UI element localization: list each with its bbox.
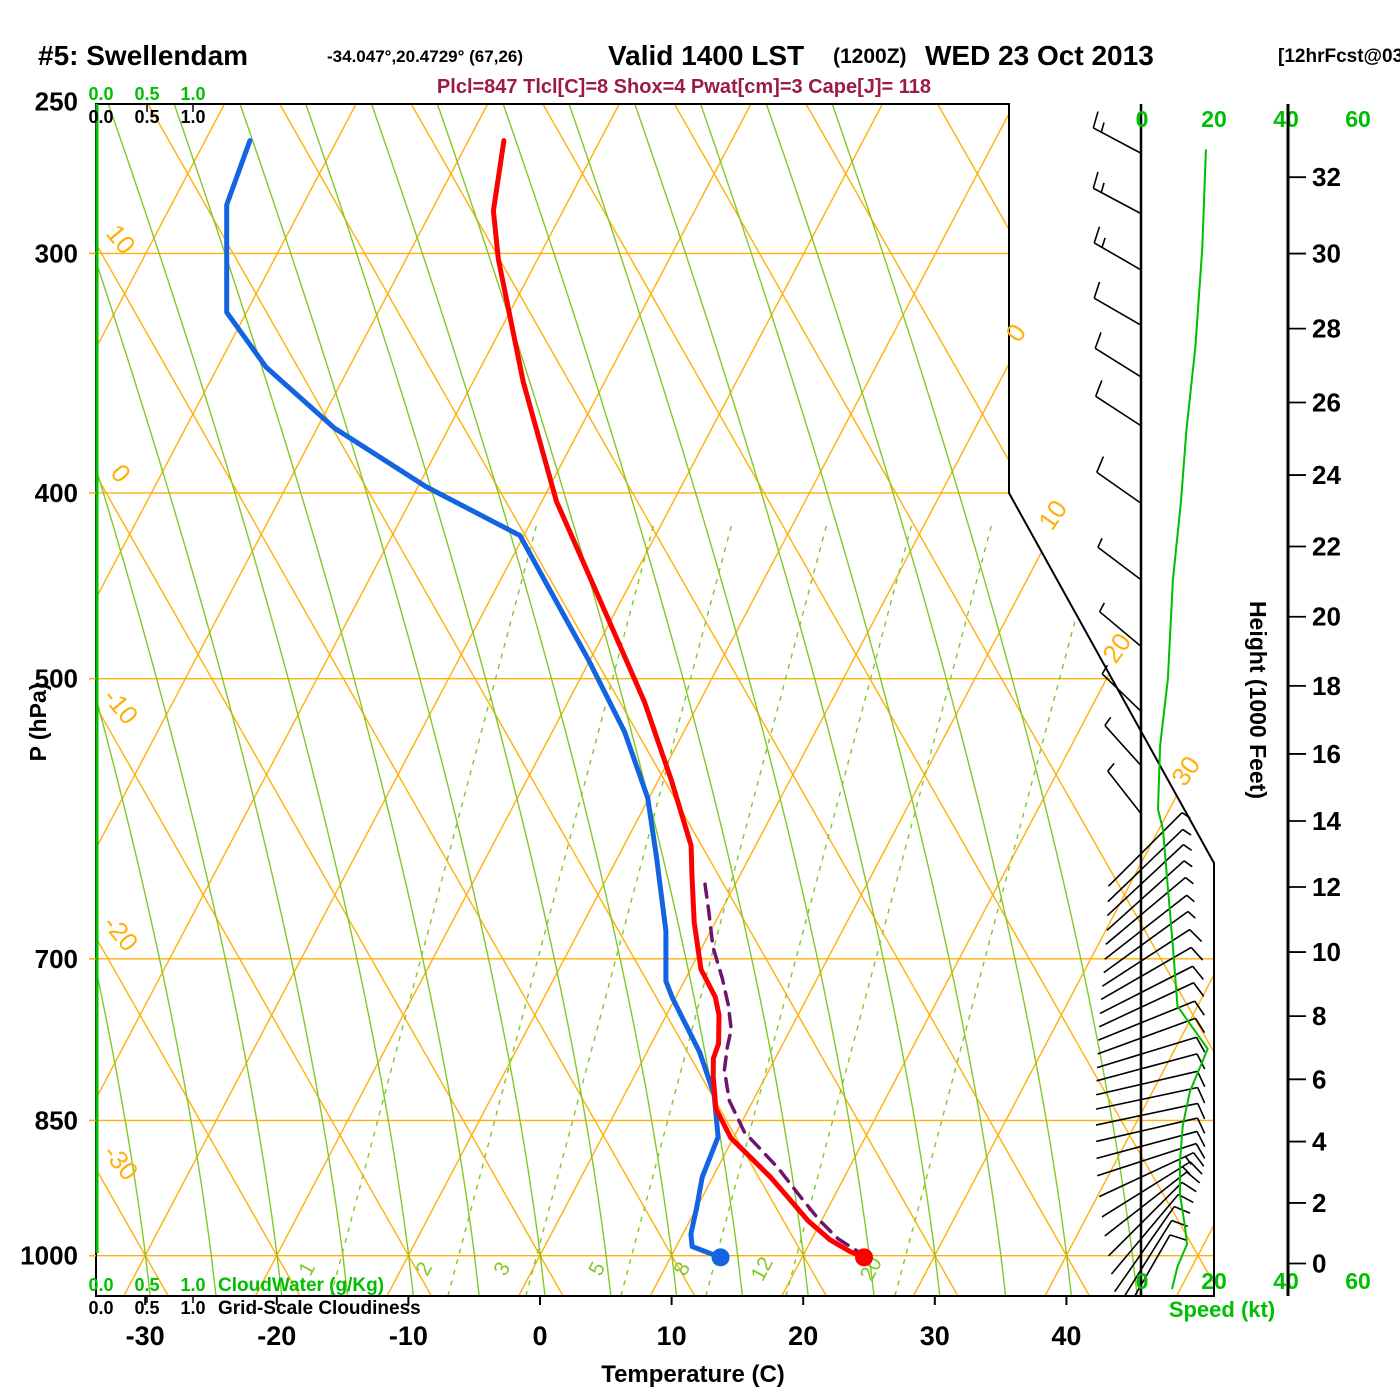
svg-text:18: 18 (1312, 671, 1341, 701)
temperature-axis: -30 -20 -10 0 10 20 30 40 Temperature (C) (126, 1296, 1081, 1388)
background-grid (96, 104, 1214, 1296)
svg-text:20: 20 (1201, 106, 1227, 132)
svg-text:10: 10 (1032, 494, 1073, 535)
svg-text:20: 20 (1201, 1268, 1227, 1294)
svg-text:30: 30 (1312, 239, 1341, 269)
svg-text:0.5: 0.5 (134, 107, 159, 127)
svg-text:0: 0 (1136, 1268, 1149, 1294)
svg-text:10: 10 (657, 1321, 687, 1351)
svg-text:8: 8 (1312, 1001, 1326, 1031)
svg-text:1000: 1000 (20, 1241, 78, 1271)
svg-text:250: 250 (35, 87, 78, 117)
svg-text:1.0: 1.0 (180, 107, 205, 127)
svg-text:-20: -20 (257, 1321, 296, 1351)
svg-text:Grid-Scale Cloudiness: Grid-Scale Cloudiness (218, 1298, 421, 1319)
forecast-hour-label: [12hrFcst@0354z] (1278, 46, 1400, 67)
svg-text:Temperature (C): Temperature (C) (601, 1361, 785, 1388)
svg-text:40: 40 (1273, 106, 1299, 132)
svg-text:0: 0 (999, 318, 1032, 347)
svg-text:Speed (kt): Speed (kt) (1169, 1297, 1275, 1322)
svg-text:0.0: 0.0 (88, 107, 113, 127)
svg-text:0.0: 0.0 (88, 1275, 113, 1295)
svg-text:0.0: 0.0 (88, 1298, 113, 1318)
svg-text:6: 6 (1312, 1064, 1326, 1094)
surface-temperature-dot (855, 1248, 874, 1267)
svg-text:1.0: 1.0 (180, 84, 205, 104)
surface-dewpoint-dot (711, 1248, 730, 1267)
svg-text:0.5: 0.5 (134, 84, 159, 104)
svg-text:300: 300 (35, 238, 78, 268)
svg-text:4: 4 (1312, 1127, 1327, 1157)
svg-text:3: 3 (489, 1258, 515, 1279)
svg-text:20: 20 (788, 1321, 818, 1351)
svg-text:12: 12 (747, 1253, 778, 1284)
svg-text:500: 500 (35, 664, 78, 694)
svg-text:60: 60 (1345, 1268, 1371, 1294)
svg-text:0: 0 (105, 458, 137, 488)
svg-text:-20: -20 (97, 909, 144, 957)
mixing-ratio-grid (330, 519, 1103, 1296)
svg-text:400: 400 (35, 478, 78, 508)
svg-text:1.0: 1.0 (180, 1298, 205, 1318)
temperature-curve (490, 138, 867, 1260)
svg-text:20: 20 (1312, 602, 1341, 632)
wind-barbs (1092, 104, 1206, 1296)
svg-text:2: 2 (411, 1258, 437, 1279)
svg-text:8: 8 (669, 1258, 695, 1279)
svg-text:700: 700 (35, 944, 78, 974)
svg-text:Height (1000 Feet): Height (1000 Feet) (1245, 601, 1271, 799)
svg-text:40: 40 (1273, 1268, 1299, 1294)
svg-text:-10: -10 (389, 1321, 428, 1351)
dewpoint-curve (224, 138, 724, 1260)
svg-text:22: 22 (1312, 531, 1341, 561)
station-coordinates: -34.047°,20.4729° (67,26) (327, 47, 524, 66)
svg-text:2: 2 (1312, 1188, 1326, 1218)
surface-dots (711, 1248, 874, 1267)
svg-text:-30: -30 (97, 1138, 144, 1186)
wind-speed-profile (1157, 149, 1209, 1290)
svg-text:16: 16 (1312, 739, 1341, 769)
svg-text:0.0: 0.0 (88, 84, 113, 104)
svg-text:10: 10 (1312, 937, 1341, 967)
zulu-time-label: (1200Z) (833, 45, 907, 68)
svg-text:26: 26 (1312, 387, 1341, 417)
svg-text:60: 60 (1345, 106, 1371, 132)
valid-date-label: WED 23 Oct 2013 (925, 40, 1154, 71)
svg-text:32: 32 (1312, 162, 1341, 192)
sounding-parameters-line: Plcl=847 Tlcl[C]=8 Shox=4 Pwat[cm]=3 Cap… (436, 76, 932, 98)
svg-text:1.0: 1.0 (180, 1275, 205, 1295)
svg-text:28: 28 (1312, 314, 1341, 344)
svg-text:0.5: 0.5 (134, 1275, 159, 1295)
pressure-axis: 250 300 400 500 700 850 1000 P (hPa) (20, 87, 78, 1271)
svg-text:12: 12 (1312, 872, 1341, 902)
svg-text:-30: -30 (126, 1321, 165, 1351)
svg-text:30: 30 (920, 1321, 950, 1351)
svg-text:14: 14 (1312, 806, 1341, 836)
svg-text:0.5: 0.5 (134, 1298, 159, 1318)
svg-text:0: 0 (1136, 106, 1149, 132)
svg-text:24: 24 (1312, 460, 1341, 490)
svg-text:40: 40 (1051, 1321, 1081, 1351)
cloud-scales: 0.0 0.0 0.0 0.0 0.5 0.5 0.5 0.5 1.0 1.0 1.0 1.0 Clou… (88, 84, 420, 1319)
svg-text:0: 0 (1312, 1248, 1326, 1278)
valid-time-label: Valid 1400 LST (608, 40, 805, 71)
svg-text:-10: -10 (97, 682, 144, 730)
svg-text:CloudWater (g/Kg): CloudWater (g/Kg) (218, 1275, 384, 1296)
station-title: #5: Swellendam (38, 40, 249, 71)
svg-text:P (hPa): P (hPa) (25, 683, 51, 762)
virtual-temp-curve (703, 882, 875, 1260)
svg-text:850: 850 (35, 1105, 78, 1135)
svg-text:0: 0 (532, 1321, 547, 1351)
plot-border (89, 103, 1215, 1297)
